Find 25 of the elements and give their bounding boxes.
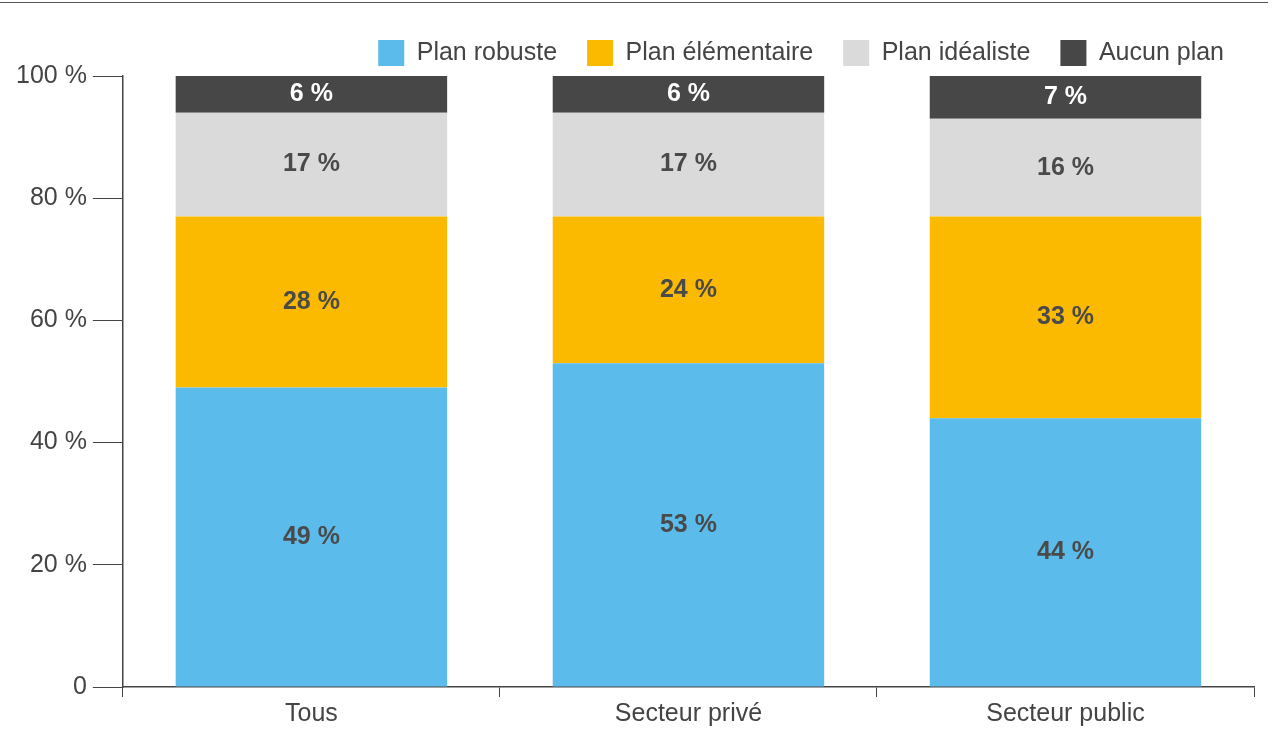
x-tick-label: Secteur privé: [614, 697, 763, 726]
data-label: 49 %: [282, 520, 340, 549]
legend-label: Plan robuste: [416, 36, 558, 65]
y-tick-label: 100 %: [16, 59, 87, 88]
data-label: 7 %: [1043, 81, 1088, 110]
y-tick-label: 80 %: [29, 182, 87, 211]
legend-label: Aucun plan: [1098, 36, 1225, 65]
data-label: 24 %: [659, 273, 717, 302]
data-label: 44 %: [1036, 536, 1094, 565]
y-tick-label: 40 %: [29, 426, 87, 455]
data-label: 16 %: [1036, 151, 1094, 180]
data-label: 17 %: [282, 148, 340, 177]
x-tick-label: Secteur public: [986, 697, 1145, 726]
data-label: 6 %: [666, 78, 710, 107]
data-label: 53 %: [659, 508, 717, 537]
data-label: 33 %: [1036, 301, 1094, 330]
x-tick-label: Tous: [285, 697, 338, 726]
data-label: 6 %: [289, 78, 333, 107]
y-tick-label: 20 %: [29, 548, 87, 577]
data-label: 17 %: [659, 148, 717, 177]
y-tick-label: 60 %: [29, 304, 87, 333]
y-tick-label: 0: [72, 670, 87, 699]
data-label: 28 %: [282, 285, 340, 314]
legend-label: Plan élémentaire: [625, 36, 814, 65]
legend-label: Plan idéaliste: [881, 36, 1031, 65]
